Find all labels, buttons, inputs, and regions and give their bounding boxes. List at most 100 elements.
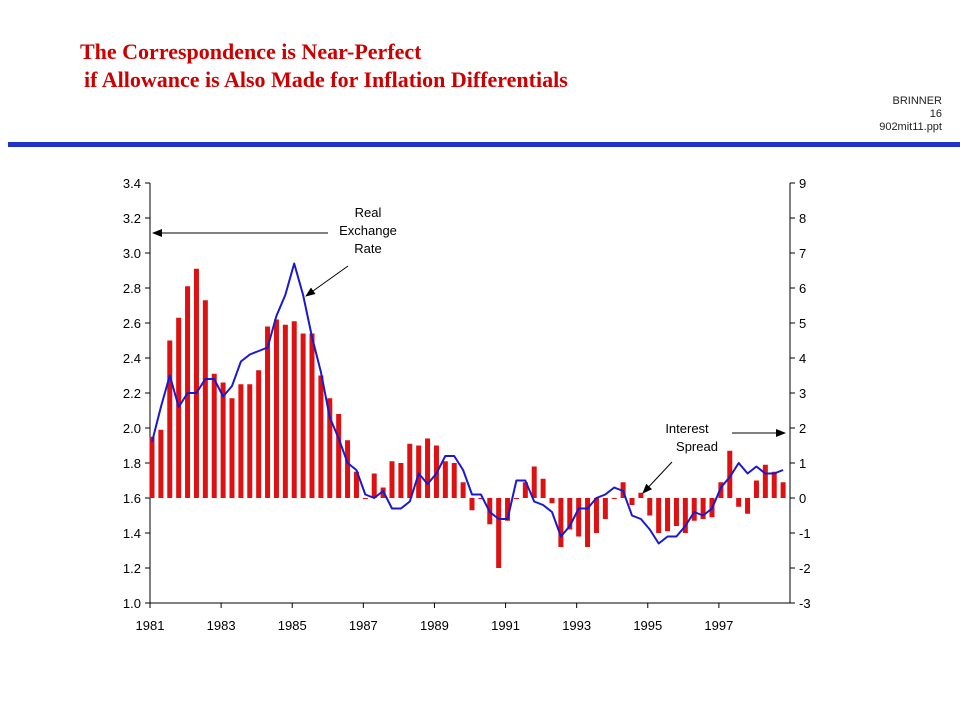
bar — [300, 333, 306, 498]
right-axis-tick-label: 1 — [799, 456, 806, 471]
right-axis-tick-label: 3 — [799, 386, 806, 401]
bar — [167, 340, 173, 498]
bar — [362, 498, 368, 499]
right-axis-tick-label: 4 — [799, 351, 806, 366]
bar — [513, 498, 519, 499]
bar — [531, 466, 537, 498]
bar — [202, 300, 208, 498]
bar — [451, 463, 457, 498]
left-axis-tick-label: 2.6 — [123, 316, 141, 331]
bar — [549, 498, 555, 504]
bar — [558, 498, 564, 547]
bar — [736, 498, 742, 507]
bar — [193, 268, 199, 498]
bar — [567, 498, 573, 530]
x-axis-tick-label: 1983 — [207, 618, 236, 633]
bar — [149, 436, 155, 498]
bar — [229, 398, 235, 498]
right-axis-tick-label: 7 — [799, 246, 806, 261]
bar — [505, 498, 511, 521]
bar — [425, 438, 431, 498]
bar — [771, 471, 777, 498]
ref-filename: 902mit11.ppt — [879, 121, 942, 133]
title-line-2: if Allowance is Also Made for Inflation … — [84, 67, 568, 92]
x-axis-tick-label: 1987 — [349, 618, 378, 633]
left-axis-tick-label: 2.2 — [123, 386, 141, 401]
bar — [647, 498, 653, 516]
bar — [273, 319, 279, 498]
x-axis-tick-label: 1997 — [704, 618, 733, 633]
x-axis-tick-label: 1989 — [420, 618, 449, 633]
x-axis-tick-label: 1993 — [562, 618, 591, 633]
ref-page-number: 16 — [929, 108, 942, 120]
right-axis-tick-label: 8 — [799, 211, 806, 226]
interest-spread-line — [151, 262, 784, 545]
bar — [460, 482, 466, 498]
real-exchange-rate-label: Exchange — [339, 223, 397, 238]
right-axis-tick-label: 9 — [799, 176, 806, 191]
bar — [540, 478, 546, 498]
bar — [718, 482, 724, 498]
bar — [327, 398, 333, 498]
bar — [602, 498, 608, 519]
bar — [762, 464, 768, 498]
right-axis-tick-label: -1 — [799, 526, 811, 541]
bar — [282, 324, 288, 498]
real-exchange-rate-label: Rate — [354, 241, 381, 256]
bar — [700, 498, 706, 519]
bar — [371, 473, 377, 498]
bar — [211, 373, 217, 498]
slide-title: The Correspondence is Near-Perfect if Al… — [80, 38, 568, 94]
bar — [256, 370, 262, 498]
bar — [398, 463, 404, 498]
left-axis-tick-label: 3.0 — [123, 246, 141, 261]
bar — [682, 498, 688, 533]
ref-author: BRINNER — [892, 95, 942, 107]
bar — [753, 480, 759, 498]
x-axis-tick-label: 1985 — [278, 618, 307, 633]
bar — [611, 498, 617, 499]
bar — [629, 498, 635, 505]
x-axis-tick-label: 1981 — [136, 618, 165, 633]
bar — [522, 482, 528, 498]
title-line-1: The Correspondence is Near-Perfect — [80, 39, 422, 64]
bar — [691, 498, 697, 521]
left-axis-tick-label: 3.2 — [123, 211, 141, 226]
interest-spread-pointer — [642, 461, 673, 494]
bar — [727, 450, 733, 498]
bar — [593, 498, 599, 533]
slide-reference: BRINNER 16 902mit11.ppt — [879, 95, 942, 134]
bar — [478, 498, 484, 499]
bar — [265, 326, 271, 498]
left-axis-tick-label: 1.8 — [123, 456, 141, 471]
bar — [638, 492, 644, 498]
interest-spread-label: Spread — [676, 439, 718, 454]
header-divider — [8, 142, 960, 147]
bar — [469, 498, 475, 511]
x-axis-tick-label: 1995 — [633, 618, 662, 633]
bar — [656, 498, 662, 533]
left-axis-tick-label: 2.8 — [123, 281, 141, 296]
bar — [745, 498, 751, 514]
bar — [247, 384, 253, 498]
left-axis-tick-label: 1.2 — [123, 561, 141, 576]
bar — [407, 443, 413, 498]
bar — [318, 375, 324, 498]
bar — [780, 482, 786, 498]
left-axis-tick-label: 1.4 — [123, 526, 141, 541]
left-axis-tick-label: 3.4 — [123, 176, 141, 191]
real-exchange-rate-pointer — [305, 265, 349, 297]
right-axis-tick-label: -2 — [799, 561, 811, 576]
bar — [238, 384, 244, 498]
right-axis-tick-label: 5 — [799, 316, 806, 331]
bar — [496, 498, 502, 568]
bar — [576, 498, 582, 537]
right-axis-tick-label: -3 — [799, 596, 811, 611]
interest-spread-label: Interest — [665, 421, 709, 436]
bar — [158, 429, 164, 498]
right-axis-tick-label: 2 — [799, 421, 806, 436]
bar — [389, 461, 395, 498]
bar — [353, 471, 359, 498]
bar — [585, 498, 591, 547]
